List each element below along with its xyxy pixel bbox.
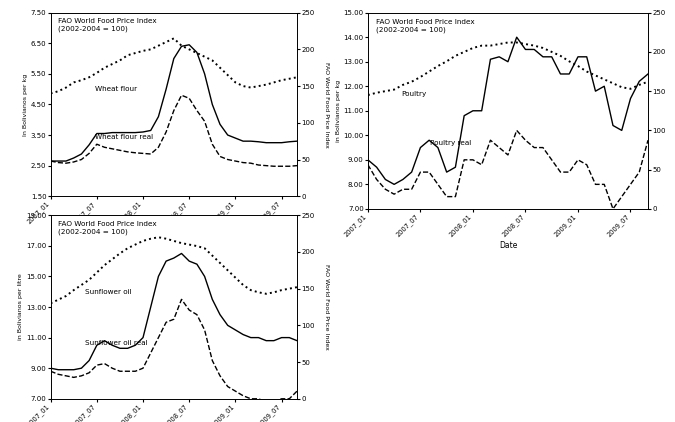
Text: Wheat flour real: Wheat flour real [95,134,153,140]
Text: Poultry real: Poultry real [429,140,470,146]
Y-axis label: in Bolivianos per litre: in Bolivianos per litre [18,273,24,341]
Y-axis label: In Bolivianos per kg: In Bolivianos per kg [23,73,28,135]
Text: Sunflower oil real: Sunflower oil real [85,340,148,346]
Text: FAO World Food Price Index
(2002-2004 = 100): FAO World Food Price Index (2002-2004 = … [58,18,157,32]
Y-axis label: FAO World Food Price Index: FAO World Food Price Index [325,62,329,147]
Text: Poultry: Poultry [402,91,427,97]
Y-axis label: FAO World Food Price Index: FAO World Food Price Index [325,264,329,350]
Text: FAO World Food Price Index
(2002-2004 = 100): FAO World Food Price Index (2002-2004 = … [58,221,157,235]
Text: Wheat flour: Wheat flour [95,86,137,92]
X-axis label: Date: Date [499,241,517,250]
Text: Sunflower oil: Sunflower oil [85,289,132,295]
Y-axis label: in Bolivianos per kg: in Bolivianos per kg [335,80,341,142]
Text: FAO World Food Price Index
(2002-2004 = 100): FAO World Food Price Index (2002-2004 = … [376,19,475,32]
